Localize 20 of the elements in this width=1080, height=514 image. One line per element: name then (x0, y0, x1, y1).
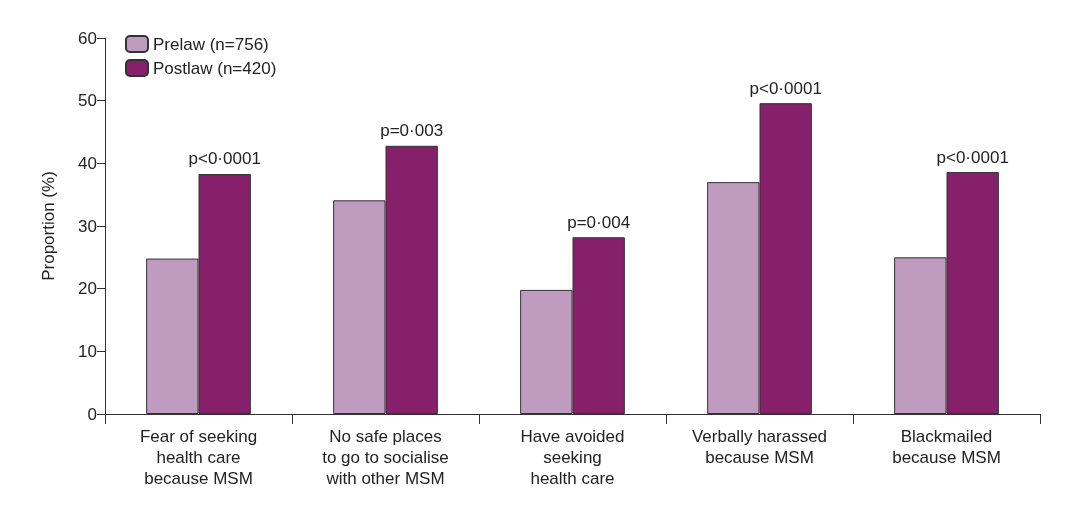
y-tick-label: 30 (78, 216, 97, 236)
x-tick-label: Verbally harassed because MSM (691, 427, 828, 467)
annotation: p=0·004 (567, 212, 631, 232)
y-axis-title: Proportion (%) (39, 171, 58, 281)
x-tick-label: Fear of seeking health care because MSM (139, 427, 258, 488)
y-tick-label: 0 (87, 404, 97, 424)
x-tick-label: No safe places to go to socialise with other MSM (322, 427, 449, 488)
legend-label: Postlaw (n=420) (153, 58, 277, 78)
x-tick-label: Have avoided seeking health care (520, 427, 625, 488)
y-tick-label: 40 (78, 153, 97, 173)
annotation: p<0·0001 (936, 147, 1009, 167)
y-tick-label: 50 (78, 91, 97, 111)
y-tick-label: 20 (78, 279, 97, 299)
x-tick-label: Blackmailed because MSM (892, 427, 1001, 467)
y-tick-label: 60 (78, 28, 97, 48)
legend-label: Prelaw (n=756) (153, 34, 269, 54)
annotation: p=0·003 (380, 121, 444, 141)
annotation: p<0·0001 (188, 149, 261, 169)
y-tick-label: 10 (78, 341, 97, 361)
annotation: p<0·0001 (749, 78, 822, 98)
